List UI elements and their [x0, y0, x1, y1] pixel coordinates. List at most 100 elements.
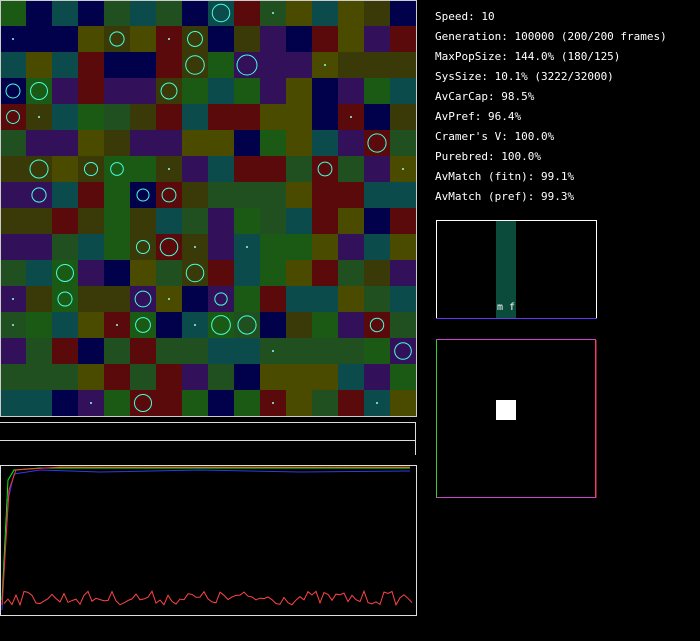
cell: [156, 260, 182, 286]
cell: [338, 364, 364, 390]
cell: [338, 52, 364, 78]
cell: [156, 338, 182, 364]
cell: [52, 338, 78, 364]
cell: [312, 0, 338, 26]
cell: [390, 338, 416, 364]
cell: [338, 156, 364, 182]
cell: [208, 78, 234, 104]
cell: [104, 182, 130, 208]
cell: [390, 182, 416, 208]
pref-column: [496, 221, 516, 318]
stat: Generation: 100000 (200/200 frames): [435, 30, 667, 43]
cell: [182, 208, 208, 234]
cell: [286, 364, 312, 390]
agent: [12, 324, 14, 326]
cell: [390, 26, 416, 52]
cell: [52, 26, 78, 52]
cell: [26, 130, 52, 156]
cell: [364, 104, 390, 130]
cell: [52, 130, 78, 156]
agent: [160, 82, 178, 100]
cell: [312, 338, 338, 364]
cell: [156, 78, 182, 104]
cell: [260, 156, 286, 182]
cell: [130, 364, 156, 390]
cell: [364, 208, 390, 234]
cell: [156, 52, 182, 78]
cell: [286, 338, 312, 364]
cell: [390, 364, 416, 390]
cell: [312, 182, 338, 208]
cell: [286, 182, 312, 208]
cell: [208, 208, 234, 234]
cell: [208, 338, 234, 364]
cell: [0, 52, 26, 78]
cell: [338, 234, 364, 260]
agent: [272, 402, 274, 404]
agent: [402, 168, 404, 170]
cell: [182, 52, 208, 78]
cell: [234, 0, 260, 26]
cell: [182, 364, 208, 390]
cell: [338, 312, 364, 338]
agent: [12, 38, 14, 40]
agent: [136, 188, 150, 202]
agent: [159, 237, 179, 257]
cell: [364, 364, 390, 390]
cell: [182, 26, 208, 52]
cell: [104, 338, 130, 364]
cell: [286, 390, 312, 416]
cell: [390, 312, 416, 338]
agent: [56, 264, 74, 282]
cell: [234, 364, 260, 390]
cell: [26, 338, 52, 364]
cell: [208, 286, 234, 312]
agent: [376, 402, 378, 404]
cell: [208, 234, 234, 260]
cell: [182, 156, 208, 182]
cell: [338, 286, 364, 312]
cell: [260, 234, 286, 260]
cell: [52, 52, 78, 78]
cell: [286, 26, 312, 52]
cell: [286, 234, 312, 260]
cell: [260, 78, 286, 104]
cell: [390, 286, 416, 312]
cell: [78, 182, 104, 208]
cell: [260, 286, 286, 312]
stat: AvMatch (fitn): 99.1%: [435, 170, 574, 183]
cell: [78, 260, 104, 286]
agent: [12, 298, 14, 300]
cell: [364, 338, 390, 364]
cell: [26, 78, 52, 104]
cell: [208, 104, 234, 130]
cell: [0, 182, 26, 208]
agent: [134, 290, 152, 308]
cell: [78, 104, 104, 130]
cell: [26, 208, 52, 234]
cell: [338, 78, 364, 104]
cell: [52, 390, 78, 416]
cell: [26, 390, 52, 416]
cell: [390, 52, 416, 78]
agent: [194, 324, 196, 326]
cell: [26, 364, 52, 390]
cell: [0, 130, 26, 156]
cell: [286, 52, 312, 78]
agent: [185, 55, 205, 75]
agent: [110, 162, 124, 176]
agent: [324, 64, 326, 66]
cell: [104, 260, 130, 286]
world-grid: [0, 0, 416, 416]
agent: [246, 246, 248, 248]
cell: [78, 52, 104, 78]
cell: [182, 182, 208, 208]
cell: [0, 338, 26, 364]
cell: [182, 286, 208, 312]
agent: [135, 239, 151, 255]
cell: [104, 52, 130, 78]
stat: AvPref: 96.4%: [435, 110, 521, 123]
cell: [286, 260, 312, 286]
fitness-marker: [496, 400, 516, 420]
